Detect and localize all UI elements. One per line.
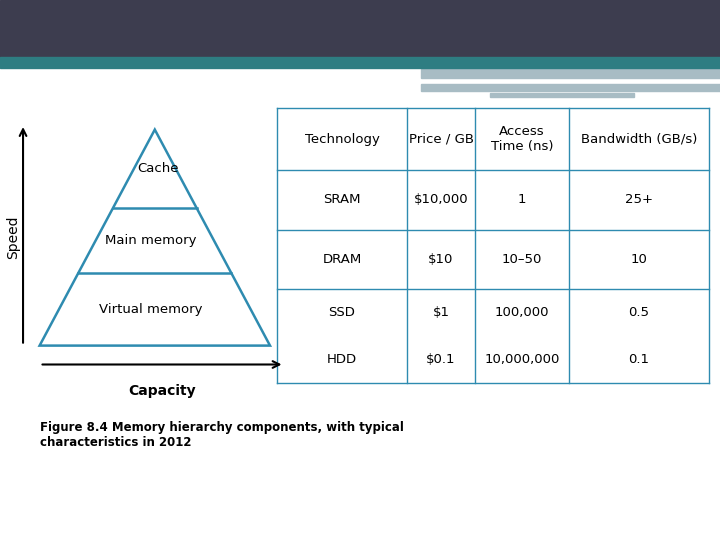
- Text: Price / GB: Price / GB: [408, 132, 474, 146]
- Text: HDD: HDD: [327, 353, 357, 366]
- Bar: [0, 57, 720, 68]
- Text: 25+: 25+: [625, 193, 653, 206]
- Text: 1: 1: [518, 193, 526, 206]
- Bar: [421, 69, 720, 78]
- Text: $10: $10: [428, 253, 454, 266]
- Text: Capacity: Capacity: [128, 384, 196, 399]
- Text: Cache: Cache: [138, 162, 179, 176]
- Text: 10–50: 10–50: [502, 253, 542, 266]
- Text: SSD: SSD: [328, 306, 356, 319]
- Text: Bandwidth (GB/s): Bandwidth (GB/s): [581, 132, 697, 146]
- Bar: [490, 93, 634, 97]
- Text: Access
Time (ns): Access Time (ns): [491, 125, 553, 153]
- Text: 0.1: 0.1: [629, 353, 649, 366]
- Text: $1: $1: [433, 306, 449, 319]
- Text: 0.5: 0.5: [629, 306, 649, 319]
- Text: 10,000,000: 10,000,000: [485, 353, 559, 366]
- Text: DRAM: DRAM: [323, 253, 361, 266]
- Text: Technology: Technology: [305, 132, 379, 146]
- Text: Speed: Speed: [6, 216, 20, 259]
- Text: Main memory: Main memory: [105, 234, 197, 247]
- Text: SRAM: SRAM: [323, 193, 361, 206]
- Text: Virtual memory: Virtual memory: [99, 302, 203, 316]
- Text: $0.1: $0.1: [426, 353, 456, 366]
- Bar: [0, 0, 720, 57]
- Bar: [421, 84, 720, 91]
- Text: Figure 8.4 Memory hierarchy components, with typical
characteristics in 2012: Figure 8.4 Memory hierarchy components, …: [40, 421, 403, 449]
- Text: 100,000: 100,000: [495, 306, 549, 319]
- Text: 10: 10: [631, 253, 647, 266]
- Text: $10,000: $10,000: [414, 193, 468, 206]
